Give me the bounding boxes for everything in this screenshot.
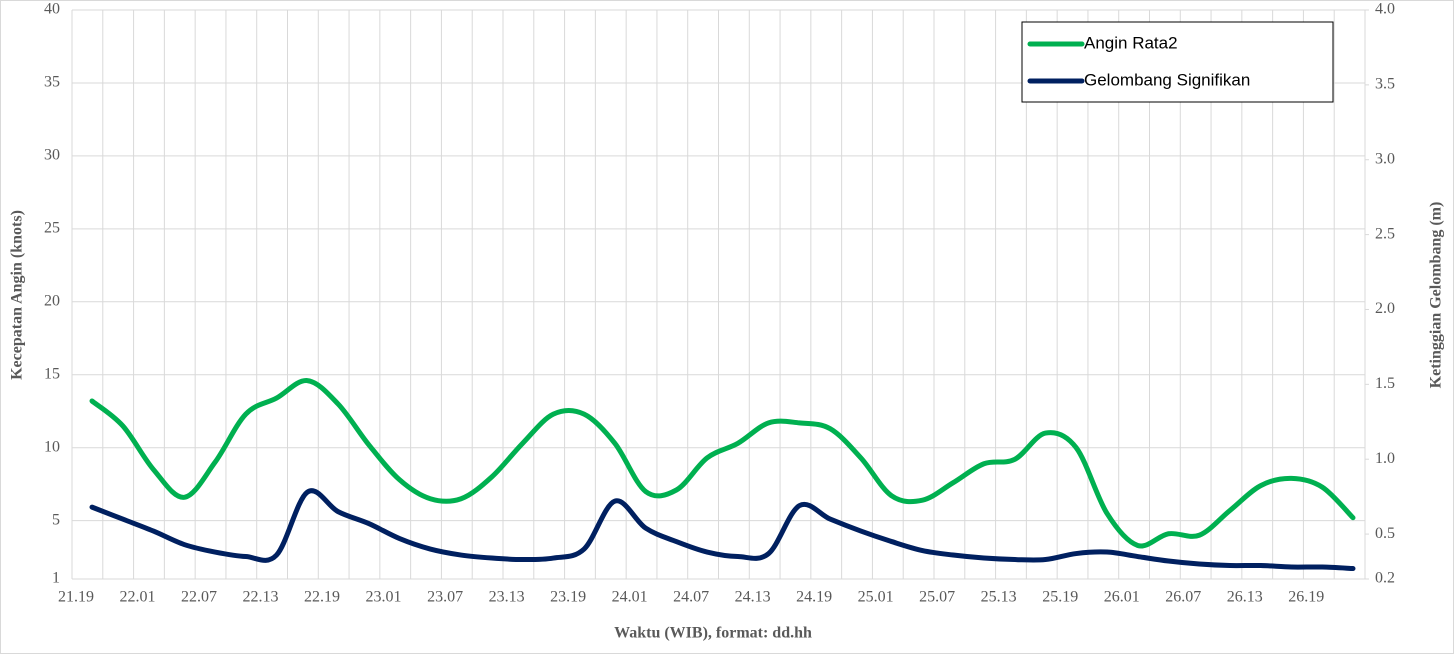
- line-series: [89, 488, 1356, 572]
- y2-tick-label: 2.5: [1375, 225, 1395, 242]
- x-tick-label: 24.07: [673, 589, 709, 606]
- legend-label: Angin Rata2: [1084, 33, 1178, 52]
- x-tick-label: 26.01: [1104, 589, 1140, 606]
- y-tick-label: 30: [44, 147, 60, 164]
- x-tick-label: 25.13: [981, 589, 1017, 606]
- x-tick-label: 22.01: [120, 589, 156, 606]
- x-tick-label: 25.01: [858, 589, 894, 606]
- x-tick-label: 25.19: [1042, 589, 1078, 606]
- x-tick-label: 24.19: [796, 589, 832, 606]
- y-tick-label: 35: [44, 74, 60, 91]
- line-series: [89, 378, 1356, 549]
- legend-label: Gelombang Signifikan: [1084, 70, 1250, 89]
- y-tick-label: 10: [44, 438, 60, 455]
- x-tick-label: 23.13: [489, 589, 525, 606]
- x-tick-label: 22.19: [304, 589, 340, 606]
- legend-box: [1021, 21, 1334, 103]
- y2-tick-label: 1.5: [1375, 375, 1395, 392]
- y2-tick-label: 3.5: [1375, 76, 1395, 93]
- y-axis-title: Kecepatan Angin (knots): [9, 210, 26, 380]
- y-tick-label: 25: [44, 220, 60, 237]
- y2-tick-label: 3.0: [1375, 150, 1395, 167]
- legend: Angin Rata2 Gelombang Signifikan: [1021, 21, 1334, 103]
- x-tick-label: 26.13: [1227, 589, 1263, 606]
- x-tick-label: 23.07: [427, 589, 463, 606]
- y-tick-label: 1: [52, 570, 60, 587]
- y2-tick-label: 4.0: [1375, 1, 1395, 18]
- x-tick-label: 25.07: [919, 589, 955, 606]
- x-tick-label: 24.13: [735, 589, 771, 606]
- y-tick-label: 40: [44, 1, 60, 18]
- x-tick-label: 22.07: [181, 589, 217, 606]
- y2-tick-label: 1.0: [1375, 450, 1395, 467]
- x-tick-label: 26.19: [1288, 589, 1324, 606]
- x-tick-label: 26.07: [1165, 589, 1201, 606]
- y-tick-label: 5: [52, 511, 60, 528]
- y-tick-label: 15: [44, 365, 60, 382]
- x-tick-label: 23.19: [550, 589, 586, 606]
- x-axis-title: Waktu (WIB), format: dd.hh: [614, 625, 812, 642]
- y2-tick-label: 2.0: [1375, 300, 1395, 317]
- x-tick-label: 21.19: [58, 589, 94, 606]
- x-tick-label: 24.01: [612, 589, 648, 606]
- y2-tick-label: 0.5: [1375, 525, 1395, 542]
- y2-tick-label: 0.2: [1375, 570, 1395, 587]
- x-tick-label: 23.01: [366, 589, 402, 606]
- y2-axis-title: Ketinggian Gelombang (m): [1428, 202, 1445, 389]
- y-tick-label: 20: [44, 292, 60, 309]
- x-tick-label: 22.13: [243, 589, 279, 606]
